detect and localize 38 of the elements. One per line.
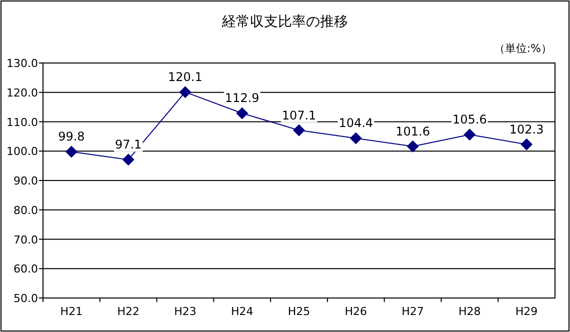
data-label: 112.9	[224, 91, 260, 106]
point	[350, 132, 362, 144]
point	[293, 124, 305, 136]
x-tick-label: H28	[458, 305, 481, 318]
data-label: 102.3	[509, 122, 544, 136]
data-label: 107.1	[282, 108, 316, 122]
data-label: 105.6	[452, 112, 487, 127]
data-label: 101.6	[396, 124, 430, 138]
x-tick-label: H24	[230, 305, 254, 318]
data-label: 99.8	[58, 130, 85, 144]
x-tick-label: H23	[174, 305, 196, 318]
y-tick-label: 100.0	[6, 145, 38, 158]
x-tick-label: H25	[288, 305, 310, 318]
y-tick-label: 130.0	[6, 57, 38, 70]
data-label: 97.1	[114, 138, 142, 152]
x-tick-label: H22	[117, 305, 140, 318]
point	[122, 154, 134, 166]
data-label: 104.4	[338, 116, 374, 130]
x-tick-label: H27	[402, 305, 424, 318]
y-tick-label: 80.0	[14, 204, 38, 217]
point	[406, 140, 419, 152]
point	[236, 107, 248, 120]
data-label: 120.1	[168, 70, 202, 84]
y-tick-label: 90.0	[14, 174, 38, 188]
y-tick-label: 70.0	[14, 233, 38, 246]
x-tick-label: H26	[344, 305, 368, 318]
text: （単位:%）	[494, 42, 552, 55]
point	[464, 128, 476, 141]
point	[65, 146, 78, 158]
x-tick-label: H29	[515, 305, 538, 318]
chart-title: 経常収支比率の推移	[221, 14, 348, 30]
y-tick-label: 120.0	[6, 86, 38, 100]
x-tick-label: H21	[60, 305, 83, 318]
point	[520, 138, 533, 150]
point	[179, 86, 192, 98]
y-tick-label: 60.0	[14, 262, 38, 276]
y-tick-label: 110.0	[6, 116, 38, 129]
y-tick-label: 50.0	[14, 292, 38, 305]
